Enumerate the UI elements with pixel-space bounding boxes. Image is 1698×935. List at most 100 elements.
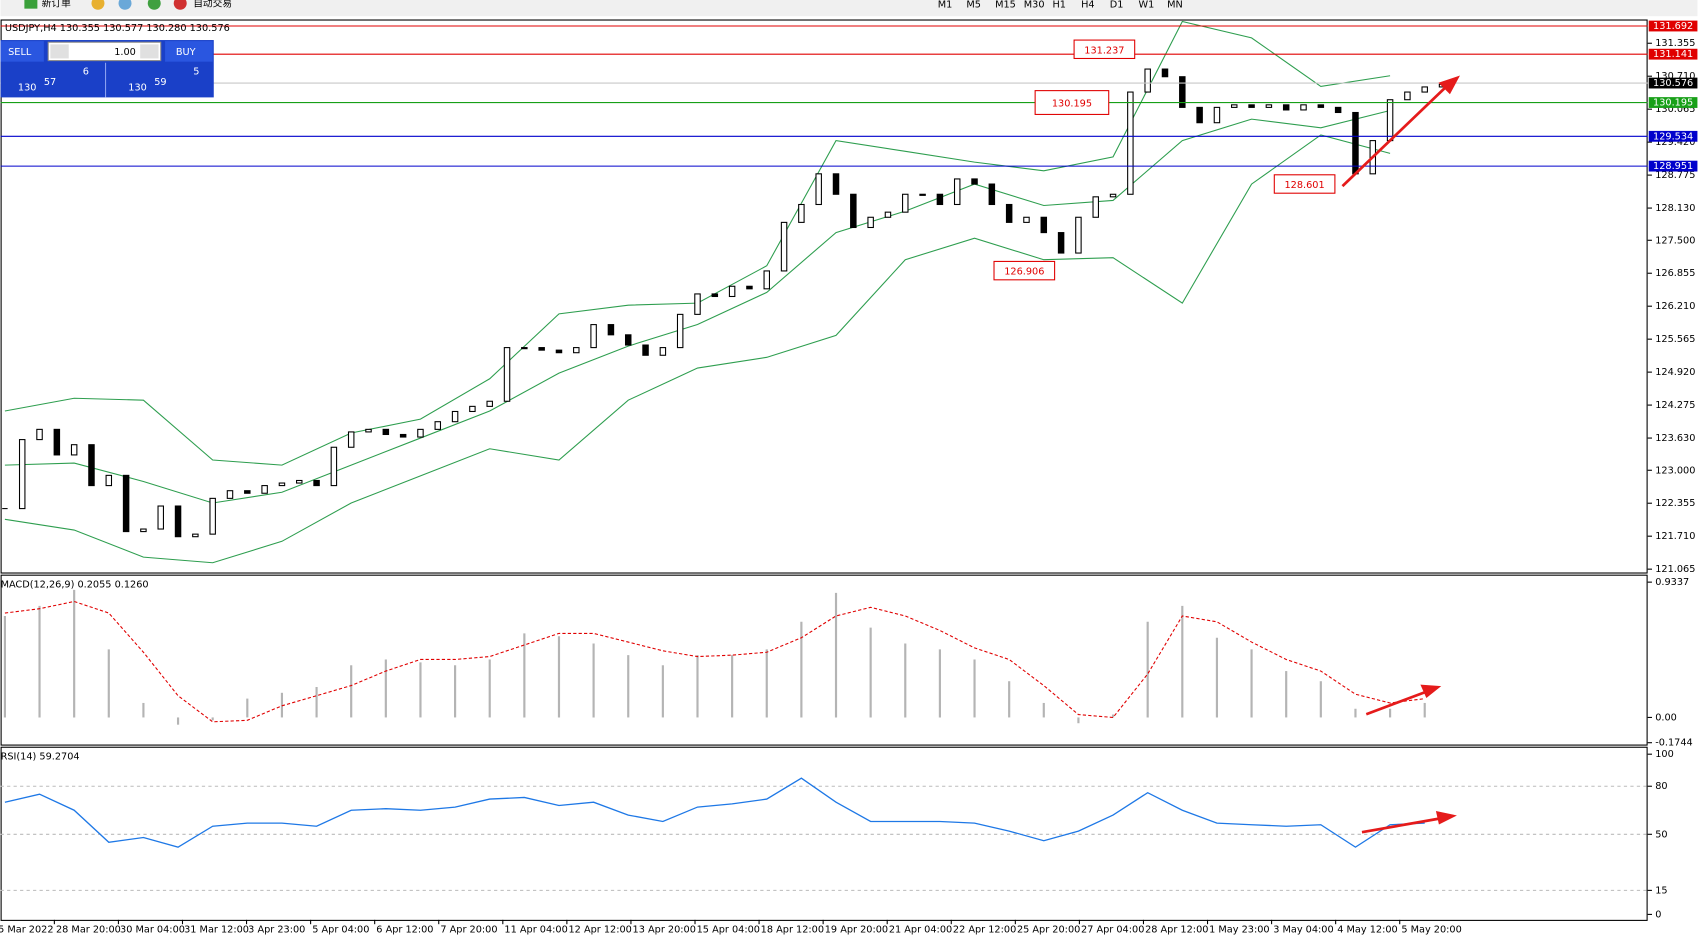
candle bbox=[18, 439, 26, 510]
y-tick-label: 124.920 bbox=[1655, 367, 1695, 378]
candle bbox=[884, 211, 892, 218]
time-label: 19 Apr 20:00 bbox=[825, 925, 888, 935]
candle bbox=[694, 293, 701, 315]
tool-icon[interactable] bbox=[147, 0, 161, 10]
candle bbox=[365, 428, 372, 433]
y-tick-label: -0.1744 bbox=[1655, 738, 1693, 749]
tool-icon[interactable] bbox=[118, 0, 132, 10]
candle bbox=[867, 216, 874, 229]
trend-arrow bbox=[1361, 816, 1443, 834]
y-tick-label: 0 bbox=[1655, 909, 1661, 920]
new-order-icon[interactable] bbox=[24, 0, 38, 9]
candle bbox=[226, 490, 234, 499]
candle bbox=[122, 474, 130, 533]
time-label: 27 Apr 04:00 bbox=[1081, 925, 1144, 935]
time-label: 15 Apr 04:00 bbox=[697, 925, 760, 935]
bid-main[interactable]: 57 bbox=[44, 77, 56, 88]
ask-big[interactable]: 130 bbox=[128, 83, 147, 94]
time-label: 7 Apr 20:00 bbox=[440, 925, 497, 935]
candle bbox=[1317, 104, 1325, 108]
candle bbox=[1213, 106, 1221, 124]
y-tick-label: 123.630 bbox=[1655, 433, 1695, 444]
sell-label[interactable]: SELL bbox=[8, 47, 32, 58]
lots-up[interactable] bbox=[140, 44, 159, 59]
candle bbox=[174, 505, 182, 538]
buy-button[interactable] bbox=[165, 41, 213, 62]
symbol-info: USDJPY,H4 130.355 130.577 130.280 130.57… bbox=[5, 23, 230, 34]
candle bbox=[1092, 196, 1099, 218]
y-tick-label: 128.775 bbox=[1655, 170, 1695, 181]
candle bbox=[1265, 104, 1273, 108]
lots-down[interactable] bbox=[50, 44, 69, 59]
candle bbox=[70, 444, 78, 456]
candle bbox=[417, 428, 424, 438]
candle bbox=[728, 285, 736, 298]
level-label: 130.195 bbox=[1653, 98, 1693, 109]
arrow-head bbox=[1420, 684, 1442, 698]
candle bbox=[1300, 104, 1307, 111]
candle bbox=[434, 421, 442, 430]
candle bbox=[209, 497, 216, 535]
candle bbox=[711, 293, 719, 298]
time-label: 1 May 23:00 bbox=[1209, 925, 1269, 935]
candle bbox=[192, 533, 199, 538]
timeframe-button[interactable]: M1 bbox=[938, 0, 953, 10]
candle bbox=[313, 479, 320, 487]
candle bbox=[988, 183, 996, 206]
candle bbox=[953, 178, 961, 206]
y-tick-label: 125.565 bbox=[1655, 334, 1695, 345]
candle bbox=[244, 490, 251, 494]
timeframe-button[interactable]: W1 bbox=[1138, 0, 1154, 10]
toolbar bbox=[0, 0, 1698, 17]
time-label: 30 Mar 04:00 bbox=[120, 925, 185, 935]
candle bbox=[780, 221, 788, 272]
y-tick-label: 0.00 bbox=[1655, 712, 1677, 723]
bollinger-middle bbox=[4, 109, 1391, 504]
y-tick-label: 15 bbox=[1655, 885, 1667, 896]
price-annotation: 131.237 bbox=[1084, 45, 1124, 56]
timeframe-button[interactable]: H1 bbox=[1052, 0, 1066, 10]
y-tick-label: 121.710 bbox=[1655, 531, 1695, 542]
timeframe-button[interactable]: D1 bbox=[1110, 0, 1124, 10]
candle bbox=[815, 173, 822, 206]
lots-field[interactable] bbox=[47, 41, 162, 62]
rsi-chart: 100 80 50 15 0 bbox=[0, 749, 1674, 920]
tool-icon[interactable] bbox=[91, 0, 105, 10]
candle bbox=[1386, 99, 1394, 142]
auto-trading-icon[interactable] bbox=[173, 0, 187, 10]
candle bbox=[1057, 232, 1065, 254]
price-annotation-box bbox=[993, 260, 1056, 281]
sell-button[interactable] bbox=[0, 41, 44, 62]
bid-small[interactable]: 6 bbox=[83, 66, 89, 77]
candle bbox=[676, 313, 684, 349]
candle bbox=[1334, 106, 1342, 114]
level-tag bbox=[1648, 97, 1698, 108]
time-label: 12 Apr 12:00 bbox=[569, 925, 632, 935]
timeframe-button[interactable]: M15 bbox=[995, 0, 1016, 10]
auto-trading-button[interactable]: 自动交易 bbox=[193, 0, 232, 9]
ask-main[interactable]: 59 bbox=[154, 77, 166, 88]
buy-label[interactable]: BUY bbox=[176, 47, 196, 58]
candle bbox=[140, 528, 147, 533]
timeframe-button[interactable]: M30 bbox=[1024, 0, 1045, 10]
timeframe-button[interactable]: H4 bbox=[1081, 0, 1095, 10]
ask-small[interactable]: 5 bbox=[193, 66, 199, 77]
y-tick-label: 127.500 bbox=[1655, 235, 1695, 246]
lots-value[interactable]: 1.00 bbox=[114, 47, 136, 58]
timeframe-button[interactable]: M5 bbox=[966, 0, 981, 10]
bid-big[interactable]: 130 bbox=[18, 83, 37, 94]
y-tick-label: 130.065 bbox=[1655, 104, 1695, 115]
time-label: 3 May 04:00 bbox=[1273, 925, 1333, 935]
price-annotation-box bbox=[1073, 39, 1136, 60]
candle bbox=[763, 270, 771, 290]
candle bbox=[919, 193, 926, 196]
price-annotation-box bbox=[1034, 90, 1110, 115]
new-order-button[interactable]: 新订单 bbox=[42, 0, 71, 9]
y-tick-label: 0.9337 bbox=[1655, 577, 1689, 588]
candle bbox=[157, 505, 164, 530]
trend-arrow bbox=[1341, 84, 1449, 188]
candle bbox=[486, 400, 493, 407]
timeframe-button[interactable]: MN bbox=[1167, 0, 1183, 10]
